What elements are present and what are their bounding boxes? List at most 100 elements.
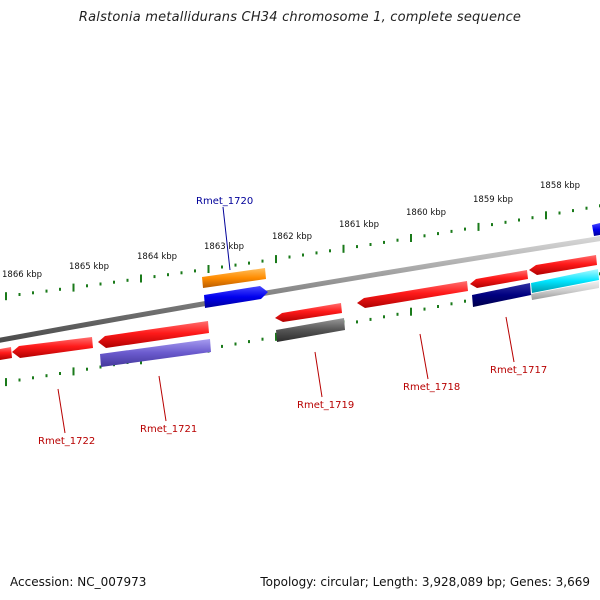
gene-labels: Rmet_1720 Rmet_1722 Rmet_1721 Rmet_1719 … — [38, 196, 547, 447]
upper-ruler-tick — [369, 243, 372, 246]
upper-ruler-tick — [59, 287, 61, 291]
gene-label-rmet-1718[interactable]: Rmet_1718 — [403, 382, 460, 393]
map-title: Ralstonia metallidurans CH34 chromosome … — [78, 10, 522, 25]
upper-ruler-tick — [437, 232, 439, 236]
upper-ruler-tick — [221, 265, 223, 269]
tick-label-1861: 1861 kbp — [339, 220, 379, 230]
upper-ruler-tick — [248, 261, 250, 265]
tick-labels: 1866 kbp 1865 kbp 1864 kbp 1863 kbp 1862… — [2, 181, 580, 280]
leader-rmet-1719 — [314, 351, 323, 398]
upper-ruler-tick — [18, 293, 21, 296]
upper-ruler-tick — [558, 211, 561, 215]
lower-ruler-tick — [221, 344, 223, 348]
upper-ruler-tick — [477, 222, 480, 231]
lower-ruler-tick — [32, 376, 34, 380]
lower-ruler-tick — [464, 299, 466, 303]
gene-label-rmet-1719[interactable]: Rmet_1719 — [297, 400, 354, 411]
tick-label-1858: 1858 kbp — [540, 181, 580, 191]
upper-ruler-tick — [167, 273, 169, 277]
lower-ruler-tick — [248, 340, 250, 344]
upper-ruler-tick — [194, 269, 196, 273]
lower-ruler-tick — [369, 317, 372, 321]
tick-label-1863: 1863 kbp — [204, 242, 244, 252]
upper-ruler-tick — [153, 275, 156, 279]
upper-ruler-tick — [207, 265, 210, 273]
lower-ruler-tick — [383, 315, 385, 319]
topology-text: Topology: circular; Length: 3,928,089 bp… — [260, 575, 590, 589]
gene-arrow-rmet-1718-red[interactable] — [357, 281, 468, 308]
upper-ruler-tick — [302, 253, 304, 257]
upper-ruler-tick — [113, 280, 115, 284]
lower-ruler-tick — [437, 305, 439, 308]
gene-features — [0, 223, 600, 367]
upper-ruler-tick — [329, 249, 331, 253]
gene-arrow-rmet-1722-red[interactable] — [12, 337, 93, 358]
leader-rmet-1720 — [222, 206, 231, 271]
upper-ruler-tick — [531, 216, 534, 220]
gene-label-rmet-1717[interactable]: Rmet_1717 — [490, 365, 547, 376]
lower-ruler-tick — [45, 374, 48, 378]
chromosome-backbone — [0, 236, 600, 343]
accession-text: Accession: NC_007973 — [10, 575, 147, 589]
gene-arrow-edge-blue[interactable] — [592, 223, 600, 236]
upper-ruler-tick — [261, 259, 264, 263]
gene-arrow-rmet-1720-orange[interactable] — [202, 268, 266, 288]
upper-ruler-tick — [45, 289, 48, 293]
gene-label-rmet-1721[interactable]: Rmet_1721 — [140, 424, 197, 435]
upper-ruler-tick — [572, 209, 574, 213]
upper-ruler-tick — [383, 240, 385, 244]
gene-arrow-cyan[interactable] — [531, 269, 599, 293]
gene-arrow-edge-red[interactable] — [0, 347, 12, 360]
upper-ruler-tick — [234, 263, 237, 267]
upper-ruler-tick — [518, 218, 520, 222]
upper-ruler-tick — [140, 274, 142, 283]
upper-ruler-tick — [423, 234, 426, 238]
upper-ruler-tick — [5, 292, 7, 301]
upper-ruler-tick — [504, 220, 507, 224]
gene-arrow-rmet-1721-purple[interactable] — [100, 339, 211, 367]
gene-arrow-rmet-1717-navy[interactable] — [472, 283, 531, 307]
lower-ruler-tick — [356, 320, 358, 324]
upper-ruler-tick — [275, 255, 277, 264]
upper-ruler-tick — [72, 283, 75, 292]
upper-ruler-tick — [126, 278, 129, 282]
gene-arrow-lightgray[interactable] — [531, 281, 599, 300]
gene-arrow-rmet-1719-red[interactable] — [275, 303, 342, 322]
lower-ruler-tick — [234, 342, 237, 346]
upper-ruler-tick — [396, 238, 399, 242]
tick-label-1859: 1859 kbp — [473, 195, 513, 205]
upper-ruler-tick — [491, 223, 493, 227]
gene-arrow-a-red[interactable] — [470, 270, 528, 288]
upper-ruler-tick — [342, 244, 345, 253]
tick-label-1860: 1860 kbp — [406, 208, 446, 218]
lower-ruler-tick — [423, 307, 426, 311]
upper-ruler-tick — [315, 251, 318, 255]
lower-ruler-tick — [59, 372, 61, 375]
leader-rmet-1721 — [158, 375, 167, 422]
gene-arrow-b-red[interactable] — [529, 255, 597, 275]
gene-label-rmet-1720[interactable]: Rmet_1720 — [196, 196, 253, 207]
tick-label-1862: 1862 kbp — [272, 232, 312, 242]
upper-ruler-tick — [288, 255, 291, 259]
lower-ruler-tick — [396, 312, 399, 316]
gene-label-rmet-1722[interactable]: Rmet_1722 — [38, 436, 95, 447]
gene-arrow-rmet-1721-red[interactable] — [98, 321, 209, 348]
upper-ruler-tick — [180, 271, 183, 275]
lower-ruler-tick — [275, 332, 277, 341]
upper-ruler-tick — [464, 227, 466, 231]
upper-ruler-tick — [410, 234, 412, 242]
gene-arrow-rmet-1720-blue[interactable] — [204, 286, 268, 308]
tick-label-1866: 1866 kbp — [2, 270, 42, 280]
upper-ruler-tick — [356, 245, 358, 249]
lower-ruler-tick — [5, 378, 7, 387]
upper-ruler-tick — [86, 284, 88, 288]
tick-label-1865: 1865 kbp — [69, 262, 109, 272]
upper-ruler-tick — [450, 229, 453, 233]
lower-ruler-tick — [410, 307, 412, 316]
lower-ruler-tick — [86, 367, 88, 371]
leader-rmet-1722 — [57, 388, 66, 434]
gene-arrow-rmet-1719-gray[interactable] — [276, 318, 345, 342]
lower-ruler-tick — [18, 378, 21, 382]
upper-ruler-tick — [585, 206, 588, 210]
